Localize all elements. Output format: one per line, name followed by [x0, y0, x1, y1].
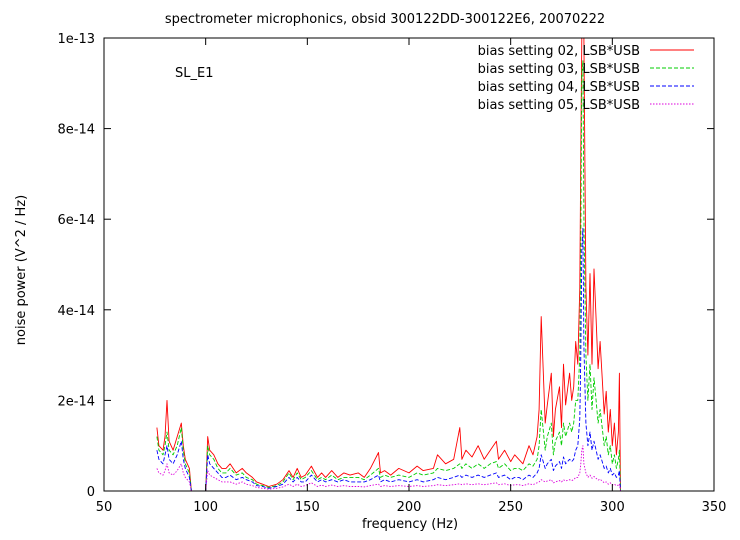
series-line-1	[156, 38, 621, 491]
y-tick-label: 1e-13	[57, 32, 95, 47]
chart-title: spectrometer microphonics, obsid 300122D…	[165, 12, 605, 27]
x-tick-label: 250	[498, 500, 523, 515]
y-tick-label: 8e-14	[57, 123, 95, 138]
series-line-2	[156, 60, 621, 491]
series-layer	[156, 38, 621, 491]
series-line-3	[156, 227, 621, 491]
x-tick-label: 50	[96, 500, 113, 515]
x-tick-label: 150	[295, 500, 320, 515]
y-tick-label: 0	[87, 485, 95, 500]
axis-ticks: 50 100 150 200 250 300 350 0 2e-14 4e-14 6e-14 8e-1…	[57, 32, 726, 515]
legend: bias setting 02, LSB*USB bias setting 03,…	[478, 44, 694, 113]
x-tick-label: 350	[702, 500, 727, 515]
series-line-4	[156, 445, 621, 491]
y-tick-label: 2e-14	[57, 394, 95, 409]
x-tick-label: 200	[397, 500, 422, 515]
y-tick-label: 6e-14	[57, 213, 95, 228]
x-axis-label: frequency (Hz)	[362, 517, 458, 532]
legend-label-3: bias setting 04, LSB*USB	[478, 80, 640, 95]
legend-label-1: bias setting 02, LSB*USB	[478, 44, 640, 59]
x-tick-label: 300	[600, 500, 625, 515]
y-axis-label: noise power (V^2 / Hz)	[14, 195, 29, 345]
x-tick-label: 100	[193, 500, 218, 515]
legend-label-4: bias setting 05, LSB*USB	[478, 98, 640, 113]
sl-e1-annotation: SL_E1	[175, 66, 213, 81]
legend-label-2: bias setting 03, LSB*USB	[478, 62, 640, 77]
plot-frame	[103, 37, 715, 492]
y-tick-label: 4e-14	[57, 304, 95, 319]
